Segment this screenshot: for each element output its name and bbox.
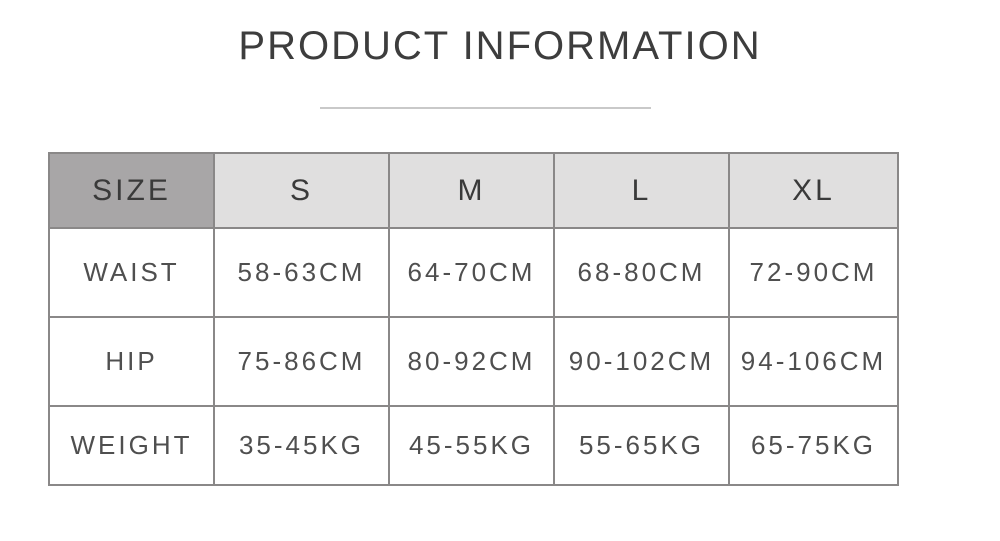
- cell-weight-m: 45-55KG: [388, 405, 555, 486]
- page-title: PRODUCT INFORMATION: [238, 24, 762, 68]
- size-chart-header-row: SIZE S M L XL: [48, 152, 899, 229]
- column-header-l: L: [553, 152, 730, 229]
- row-label-weight: WEIGHT: [48, 405, 215, 486]
- cell-hip-xl: 94-106CM: [728, 316, 899, 407]
- cell-hip-m: 80-92CM: [388, 316, 555, 407]
- row-label-waist: WAIST: [48, 227, 215, 318]
- column-header-s: S: [213, 152, 390, 229]
- cell-waist-l: 68-80CM: [553, 227, 730, 318]
- row-label-hip: HIP: [48, 316, 215, 407]
- column-header-m: M: [388, 152, 555, 229]
- cell-waist-m: 64-70CM: [388, 227, 555, 318]
- table-row-waist: WAIST 58-63CM 64-70CM 68-80CM 72-90CM: [48, 227, 899, 318]
- cell-waist-xl: 72-90CM: [728, 227, 899, 318]
- title-divider: [320, 107, 651, 109]
- cell-weight-l: 55-65KG: [553, 405, 730, 486]
- column-header-xl: XL: [728, 152, 899, 229]
- cell-waist-s: 58-63CM: [213, 227, 390, 318]
- table-row-hip: HIP 75-86CM 80-92CM 90-102CM 94-106CM: [48, 316, 899, 407]
- cell-weight-s: 35-45KG: [213, 405, 390, 486]
- cell-hip-s: 75-86CM: [213, 316, 390, 407]
- cell-hip-l: 90-102CM: [553, 316, 730, 407]
- size-column-header: SIZE: [48, 152, 215, 229]
- cell-weight-xl: 65-75KG: [728, 405, 899, 486]
- size-chart-table: SIZE S M L XL WAIST 58-63CM 64-70CM 68-8…: [48, 152, 899, 486]
- table-row-weight: WEIGHT 35-45KG 45-55KG 55-65KG 65-75KG: [48, 405, 899, 486]
